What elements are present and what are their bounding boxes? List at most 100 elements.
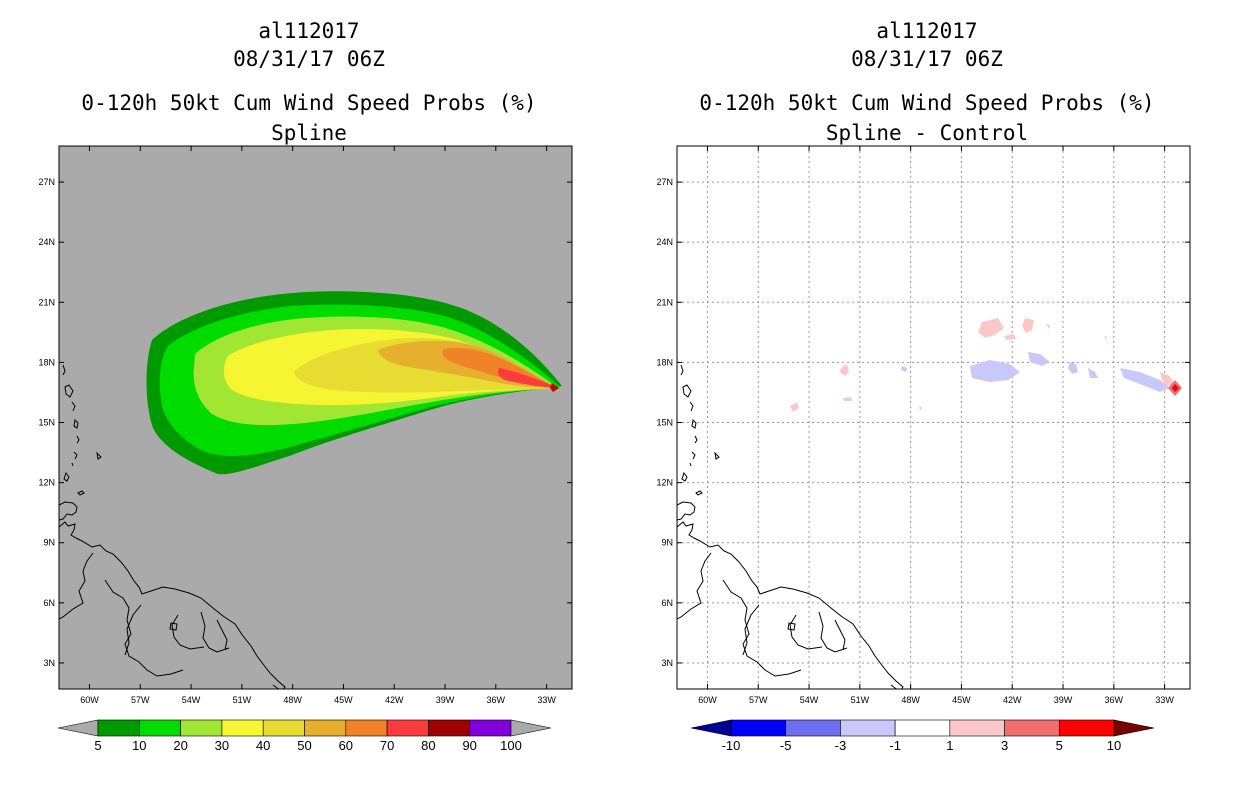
x-tick-label: 45W — [952, 695, 971, 705]
colorbar-label: 5 — [1056, 738, 1063, 753]
right-difference-contours — [677, 318, 1182, 689]
diff-pos-patch — [840, 364, 849, 376]
diff-pos-patch — [1004, 334, 1016, 340]
left-datetime: 08/31/17 06Z — [233, 47, 385, 71]
colorbar-extend-low — [690, 719, 732, 737]
y-tick-label: 6N — [43, 598, 55, 608]
right-subtitle: Spline - Control — [826, 121, 1028, 145]
x-tick-label: 48W — [901, 695, 920, 705]
colorbar-swatch — [345, 719, 388, 737]
x-tick-label: 36W — [1105, 695, 1124, 705]
y-tick-label: 9N — [43, 538, 55, 548]
y-tick-label: 3N — [661, 658, 673, 668]
diff-pos-max — [1172, 384, 1179, 392]
left-title: 0-120h 50kt Cum Wind Speed Probs (%) — [81, 91, 536, 115]
colorbar-swatch — [428, 719, 470, 737]
left-plot-frame — [58, 145, 573, 690]
colorbar-extend-high — [510, 719, 552, 737]
colorbar-swatch — [97, 719, 140, 737]
colorbar-swatch — [386, 719, 429, 737]
x-tick-label: 39W — [436, 695, 455, 705]
x-tick-label: 54W — [182, 695, 201, 705]
x-tick-label: 60W — [80, 695, 99, 705]
x-tick-label: 36W — [487, 695, 506, 705]
y-tick-label: 6N — [661, 598, 673, 608]
y-tick-label: 24N — [38, 237, 55, 247]
colorbar-swatch — [785, 719, 841, 737]
colorbar-label: -10 — [722, 738, 741, 753]
colorbar-label: 90 — [462, 738, 476, 753]
colorbar-swatch — [180, 719, 223, 737]
diff-neg-patch — [1068, 362, 1078, 374]
diff-pos-patch — [1160, 372, 1174, 386]
colorbar-label: 5 — [94, 738, 101, 753]
left-probability-contours — [59, 291, 562, 689]
colorbar-swatch — [730, 719, 787, 737]
diff-pos-patch — [843, 397, 852, 401]
colorbar-label: 3 — [1001, 738, 1008, 753]
colorbar-swatch — [840, 719, 896, 737]
y-tick-label: 15N — [38, 418, 55, 428]
diff-neg-patch — [901, 366, 907, 372]
right-storm-id: al112017 — [876, 19, 977, 43]
colorbar-label: 20 — [173, 738, 187, 753]
right-axis-ticks: 60W 57W 54W 51W 48W 45W 42W 39W 36W 33W 27N 24N 21N 1… — [656, 146, 1190, 705]
left-storm-id: al112017 — [258, 19, 359, 43]
right-colorbar: -10 -5 -3 -1 1 3 5 10 — [690, 719, 1155, 753]
x-tick-label: 42W — [385, 695, 404, 705]
diff-neg-patch — [919, 406, 922, 410]
contour-80 — [550, 383, 559, 392]
x-tick-label: 33W — [537, 695, 556, 705]
colorbar-label: 100 — [500, 738, 522, 753]
right-datetime: 08/31/17 06Z — [851, 47, 1003, 71]
y-tick-label: 15N — [656, 418, 673, 428]
y-tick-label: 12N — [38, 478, 55, 488]
colorbar-label: -1 — [889, 738, 901, 753]
x-tick-label: 54W — [800, 695, 819, 705]
y-tick-label: 18N — [38, 357, 55, 367]
colorbar-swatch — [949, 719, 1005, 737]
x-tick-label: 51W — [233, 695, 252, 705]
left-panel: al112017 08/31/17 06Z 0-120h 50kt Cum Wi… — [38, 19, 573, 753]
y-tick-label: 24N — [656, 237, 673, 247]
y-tick-label: 27N — [38, 177, 55, 187]
colorbar-swatch — [304, 719, 347, 737]
x-tick-label: 42W — [1003, 695, 1022, 705]
diff-pos-patch — [1046, 324, 1050, 329]
y-tick-label: 3N — [43, 658, 55, 668]
x-tick-label: 39W — [1054, 695, 1073, 705]
diff-neg-patch — [970, 360, 1020, 382]
y-tick-label: 18N — [656, 357, 673, 367]
colorbar-label: 40 — [256, 738, 270, 753]
x-tick-label: 48W — [283, 695, 302, 705]
diff-pos-patch — [1104, 336, 1107, 340]
colorbar-swatch — [221, 719, 264, 737]
left-colorbar: 5 10 20 30 40 50 60 70 80 90 100 — [57, 719, 552, 753]
left-axis-ticks: 60W 57W 54W 51W 48W 45W 42W 39W 36W 33W 27N 24N 21N 1… — [38, 146, 572, 705]
y-tick-label: 21N — [656, 297, 673, 307]
colorbar-label: -3 — [835, 738, 847, 753]
y-tick-label: 12N — [656, 478, 673, 488]
colorbar-label: 30 — [215, 738, 229, 753]
contour-70 — [497, 368, 558, 388]
y-tick-label: 27N — [656, 177, 673, 187]
x-tick-label: 57W — [131, 695, 150, 705]
colorbar-label: 1 — [946, 738, 953, 753]
x-tick-label: 33W — [1155, 695, 1174, 705]
colorbar-swatch — [262, 719, 305, 737]
colorbar-label: 50 — [297, 738, 311, 753]
right-panel: al112017 08/31/17 06Z 0-120h 50kt Cum Wi… — [656, 19, 1191, 753]
y-tick-label: 21N — [38, 297, 55, 307]
right-title: 0-120h 50kt Cum Wind Speed Probs (%) — [699, 91, 1154, 115]
colorbar-label: 60 — [339, 738, 353, 753]
x-tick-label: 45W — [334, 695, 353, 705]
y-tick-label: 9N — [661, 538, 673, 548]
left-subtitle: Spline — [271, 121, 347, 145]
colorbar-swatch — [1004, 719, 1060, 737]
colorbar-swatch — [139, 719, 181, 737]
colorbar-label: 10 — [132, 738, 146, 753]
right-plot-frame — [676, 145, 1191, 690]
colorbar-swatch — [1058, 719, 1115, 737]
colorbar-label: 70 — [380, 738, 394, 753]
